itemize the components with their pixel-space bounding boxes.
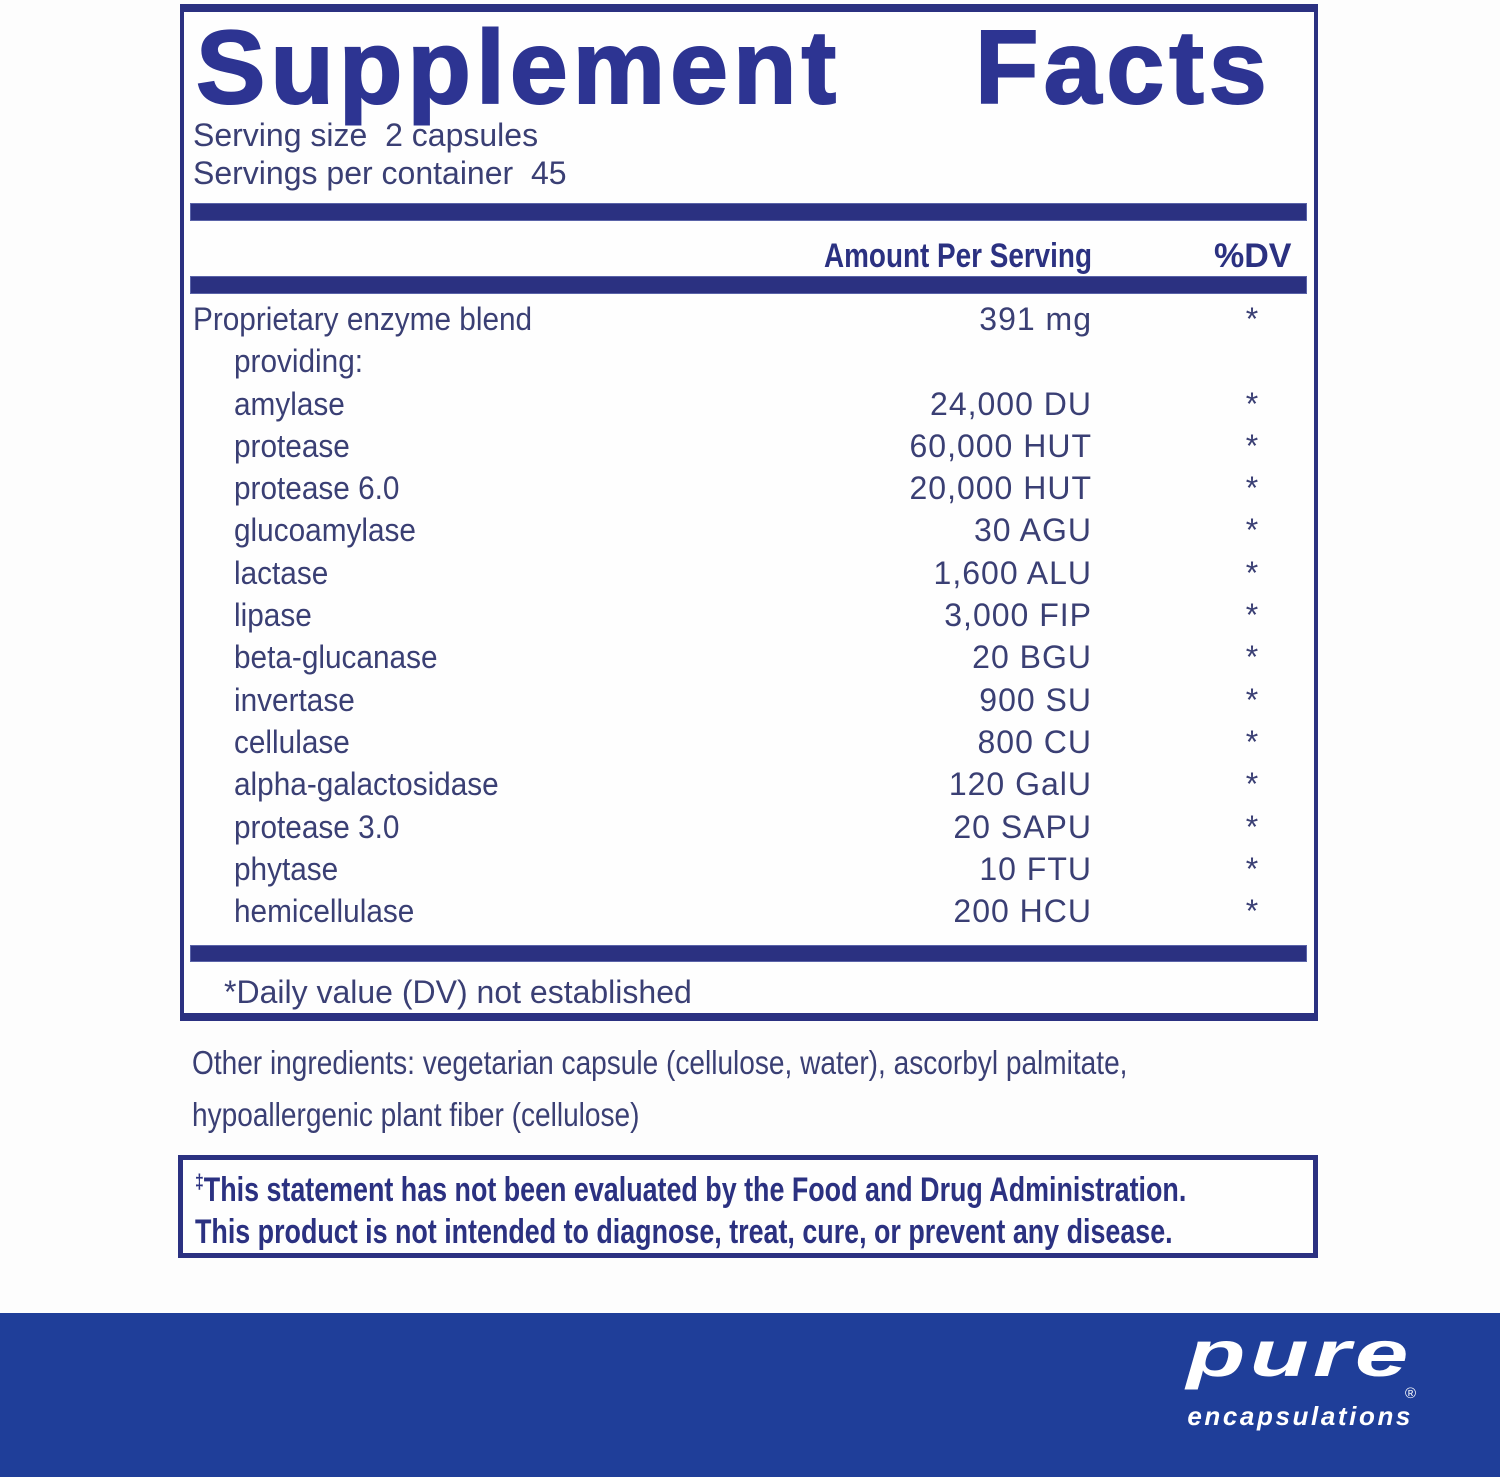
- nutrient-label: lactase: [234, 554, 329, 591]
- other-ingredients-line2: hypoallergenic plant fiber (cellulose): [192, 1096, 640, 1133]
- nutrient-amount: 200 HCU: [953, 893, 1092, 930]
- nutrient-rows: Proprietary enzyme blend 391 mg * provid…: [184, 298, 1314, 932]
- nutrient-row: beta-glucanase 20 BGU *: [184, 636, 1314, 678]
- nutrient-row: protease 60,000 HUT *: [184, 425, 1314, 467]
- nutrient-row: amylase 24,000 DU *: [184, 383, 1314, 425]
- supplement-facts-panel: Supplement Facts Serving size 2 capsules…: [180, 4, 1318, 1021]
- column-header-dv: %DV: [1214, 237, 1292, 275]
- nutrient-row: lipase 3,000 FIP *: [184, 594, 1314, 636]
- nutrient-amount: 20 BGU: [972, 639, 1092, 676]
- encapsulations-wordmark: encapsulations: [1187, 1401, 1413, 1431]
- daily-value-footnote: *Daily value (DV) not established: [224, 974, 692, 1010]
- brand-logo: pure encapsulations ®: [1153, 1313, 1416, 1477]
- nutrient-amount: 900 SU: [979, 681, 1092, 718]
- nutrient-amount: 120 GalU: [948, 766, 1092, 803]
- column-header-amount: Amount Per Serving: [823, 237, 1092, 275]
- nutrient-dv: *: [1245, 301, 1259, 337]
- nutrient-row: hemicellulase 200 HCU *: [184, 890, 1314, 932]
- nutrient-dv: *: [1245, 723, 1259, 760]
- divider-bar-top: [190, 203, 1307, 221]
- nutrient-label: invertase: [234, 681, 355, 718]
- nutrient-row: invertase 900 SU *: [184, 679, 1314, 721]
- nutrient-amount: 20,000 HUT: [909, 470, 1092, 507]
- nutrient-label: hemicellulase: [234, 893, 415, 930]
- disclaimer-box: ‡This statement has not been evaluated b…: [178, 1155, 1318, 1258]
- nutrient-row: cellulase 800 CU *: [184, 721, 1314, 763]
- nutrient-dv: *: [1245, 427, 1259, 464]
- brand-band: pure encapsulations ®: [0, 1313, 1500, 1477]
- nutrient-row: providing:: [184, 340, 1314, 382]
- double-dagger-mark: ‡: [195, 1171, 204, 1194]
- nutrient-dv: *: [1245, 893, 1259, 930]
- nutrient-amount: 24,000 DU: [930, 385, 1092, 422]
- nutrient-amount: 10 FTU: [979, 850, 1092, 887]
- nutrient-dv: *: [1245, 681, 1259, 718]
- nutrient-dv: *: [1245, 385, 1259, 422]
- divider-bar-bottom: [190, 945, 1307, 962]
- nutrient-label: phytase: [234, 850, 339, 887]
- nutrient-label: beta-glucanase: [234, 639, 438, 676]
- disclaimer-line1-text: This statement has not been evaluated by…: [203, 1171, 1187, 1209]
- nutrient-dv: *: [1245, 470, 1259, 507]
- nutrient-label: protease 3.0: [234, 808, 400, 845]
- nutrient-row: glucoamylase 30 AGU *: [184, 509, 1314, 551]
- serving-size-line: Serving size 2 capsules: [193, 117, 539, 153]
- facts-title: Supplement Facts: [195, 10, 1272, 126]
- nutrient-dv: *: [1245, 597, 1259, 634]
- disclaimer-text-line2: This product is not intended to diagnose…: [195, 1213, 1173, 1251]
- divider-bar-header: [190, 276, 1307, 294]
- nutrient-amount: 30 AGU: [973, 512, 1092, 549]
- nutrient-row: phytase 10 FTU *: [184, 848, 1314, 890]
- nutrient-dv: *: [1245, 850, 1259, 887]
- nutrient-amount: 3,000 FIP: [944, 597, 1092, 634]
- nutrient-amount: 60,000 HUT: [909, 427, 1092, 464]
- nutrient-label: cellulase: [234, 723, 350, 760]
- nutrient-label: protease 6.0: [234, 470, 400, 507]
- nutrient-dv: *: [1245, 554, 1259, 591]
- nutrient-row: protease 6.0 20,000 HUT *: [184, 467, 1314, 509]
- disclaimer-text-line1: ‡This statement has not been evaluated b…: [195, 1169, 1186, 1211]
- nutrient-amount: 800 CU: [977, 723, 1092, 760]
- nutrient-dv: *: [1245, 512, 1259, 549]
- table-column-headers: Amount Per Serving %DV: [184, 236, 1314, 276]
- registered-trademark-icon: ®: [1404, 1385, 1416, 1402]
- nutrient-label: lipase: [234, 597, 312, 634]
- nutrient-amount: 1,600 ALU: [933, 554, 1092, 591]
- nutrient-label: glucoamylase: [234, 512, 416, 549]
- servings-per-container-line: Servings per container 45: [193, 155, 567, 191]
- nutrient-dv: *: [1245, 808, 1259, 845]
- nutrient-row: protease 3.0 20 SAPU *: [184, 806, 1314, 848]
- nutrient-label: alpha-galactosidase: [234, 766, 499, 803]
- nutrient-label: Proprietary enzyme blend: [193, 301, 533, 337]
- nutrient-amount: 20 SAPU: [953, 808, 1092, 845]
- nutrient-row: lactase 1,600 ALU *: [184, 552, 1314, 594]
- nutrient-label: providing:: [234, 343, 364, 380]
- nutrient-dv: *: [1245, 766, 1259, 803]
- encapsulations-row: encapsulations ®: [1187, 1385, 1416, 1432]
- nutrient-row: Proprietary enzyme blend 391 mg *: [184, 298, 1314, 340]
- nutrient-label: protease: [234, 427, 350, 464]
- nutrient-amount: 391 mg: [979, 301, 1092, 337]
- nutrient-row: alpha-galactosidase 120 GalU *: [184, 763, 1314, 805]
- nutrient-dv: *: [1245, 639, 1259, 676]
- pure-wordmark: pure: [1186, 1317, 1413, 1390]
- nutrient-label: amylase: [234, 385, 345, 422]
- other-ingredients-line1: Other ingredients: vegetarian capsule (c…: [192, 1044, 1128, 1081]
